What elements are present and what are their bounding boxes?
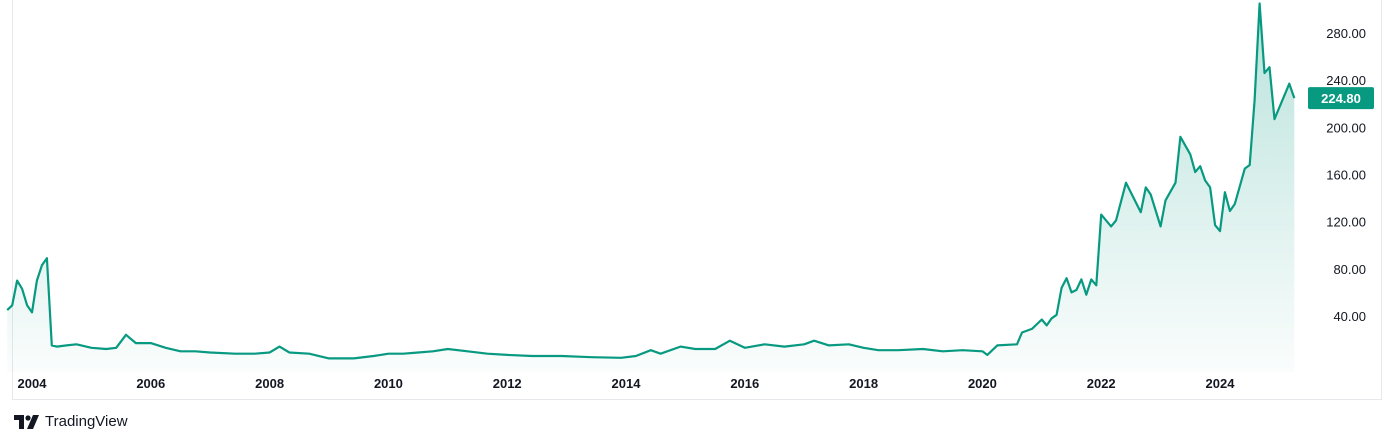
x-tick-label: 2008 — [255, 376, 284, 391]
x-tick-label: 2006 — [136, 376, 165, 391]
brand-name: TradingView — [45, 413, 128, 430]
price-line — [6, 2, 1296, 360]
tradingview-logo-icon — [14, 414, 39, 429]
x-tick-label: 2004 — [18, 376, 48, 391]
x-tick-label: 2020 — [968, 376, 997, 391]
y-tick-label: 120.00 — [1326, 215, 1366, 230]
last-value-badge — [1308, 87, 1374, 110]
area-fill — [7, 3, 1295, 372]
tradingview-logo[interactable]: TradingView — [14, 413, 128, 430]
x-tick-label: 2010 — [374, 376, 403, 391]
y-tick-label: 160.00 — [1326, 167, 1366, 182]
y-tick-label: 200.00 — [1326, 120, 1366, 135]
x-tick-label: 2024 — [1206, 376, 1236, 391]
y-tick-label: 80.00 — [1333, 262, 1366, 277]
x-tick-label: 2022 — [1087, 376, 1116, 391]
x-tick-label: 2014 — [612, 376, 642, 391]
x-tick-label: 2018 — [849, 376, 878, 391]
x-tick-label: 2012 — [493, 376, 522, 391]
y-tick-label: 280.00 — [1326, 26, 1366, 41]
last-value-label: 224.80 — [1308, 87, 1374, 110]
y-tick-label: 40.00 — [1333, 309, 1366, 324]
chart-frame — [12, 0, 1382, 400]
y-tick-label: 240.00 — [1326, 73, 1366, 88]
x-tick-label: 2016 — [730, 376, 759, 391]
last-value-text: 224.80 — [1321, 91, 1361, 106]
